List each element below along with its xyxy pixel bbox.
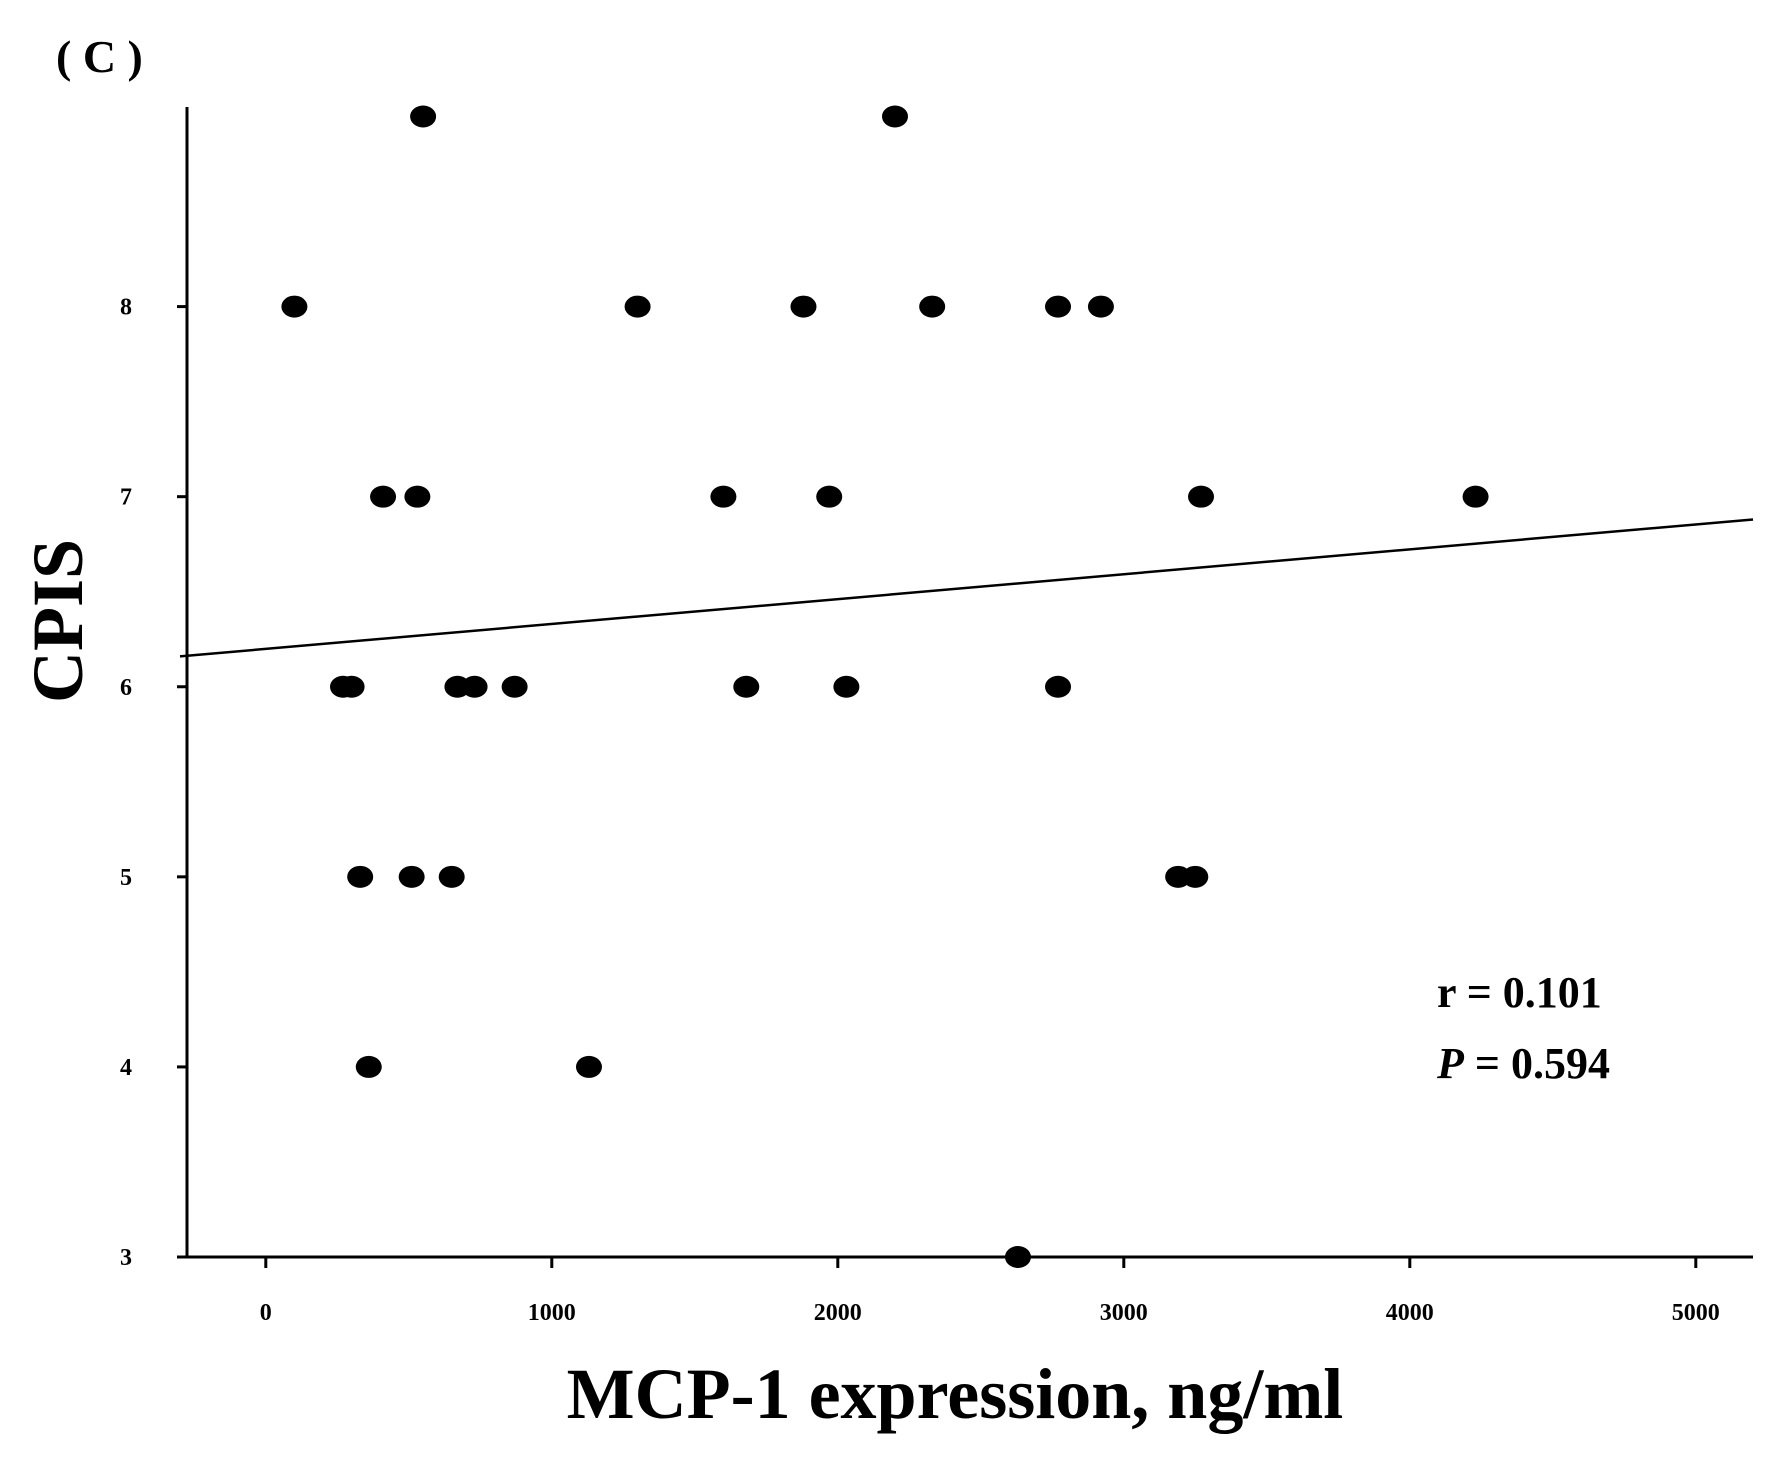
x-axis-ticks: 0 1000 2000 3000 4000 5000 [260, 1257, 1720, 1326]
p-annotation: P = 0.594 [1436, 1039, 1610, 1088]
data-point [624, 295, 651, 318]
data-point [1045, 295, 1072, 318]
data-point [1087, 295, 1114, 318]
data-point [575, 1055, 602, 1078]
y-tick-label: 6 [120, 675, 132, 701]
data-point [816, 485, 843, 508]
data-point [1182, 865, 1209, 888]
data-point [338, 675, 365, 698]
data-point [790, 295, 817, 318]
y-tick-label: 8 [120, 295, 132, 321]
x-axis-title: MCP-1 expression, ng/ml [567, 1354, 1344, 1434]
data-point [281, 295, 308, 318]
data-point [1004, 1246, 1031, 1268]
y-tick-label: 7 [120, 485, 132, 511]
data-point [1045, 675, 1072, 698]
data-point [919, 295, 946, 318]
data-point [501, 675, 528, 698]
data-point [398, 865, 425, 888]
y-tick-label: 5 [120, 865, 132, 891]
panel-label: ( C ) [56, 31, 143, 82]
y-tick-label: 4 [120, 1055, 132, 1081]
x-tick-label: 3000 [1100, 1300, 1148, 1326]
y-axis-title: CPIS [18, 539, 98, 703]
data-point [438, 865, 465, 888]
data-point [461, 675, 488, 698]
y-tick-label: 3 [120, 1245, 132, 1271]
data-point [347, 865, 374, 888]
data-point [404, 485, 431, 508]
x-tick-label: 1000 [528, 1300, 576, 1326]
p-annotation-value: = 0.594 [1464, 1039, 1610, 1088]
data-point [410, 105, 437, 128]
data-points [281, 105, 1489, 1268]
data-point [733, 675, 760, 698]
x-tick-label: 5000 [1672, 1300, 1720, 1326]
data-point [833, 675, 860, 698]
y-axis-ticks: 3 4 5 6 7 8 [120, 295, 187, 1271]
data-point [710, 485, 737, 508]
x-tick-label: 0 [260, 1300, 272, 1326]
data-point [1462, 485, 1489, 508]
data-point [882, 105, 908, 128]
data-point [370, 485, 397, 508]
data-point [1188, 485, 1215, 508]
r-annotation: r = 0.101 [1437, 968, 1602, 1017]
x-tick-label: 4000 [1386, 1300, 1434, 1326]
p-annotation-label: P [1436, 1039, 1465, 1088]
regression-line [179, 518, 1754, 658]
x-tick-label: 2000 [814, 1300, 862, 1326]
data-point [355, 1055, 382, 1078]
